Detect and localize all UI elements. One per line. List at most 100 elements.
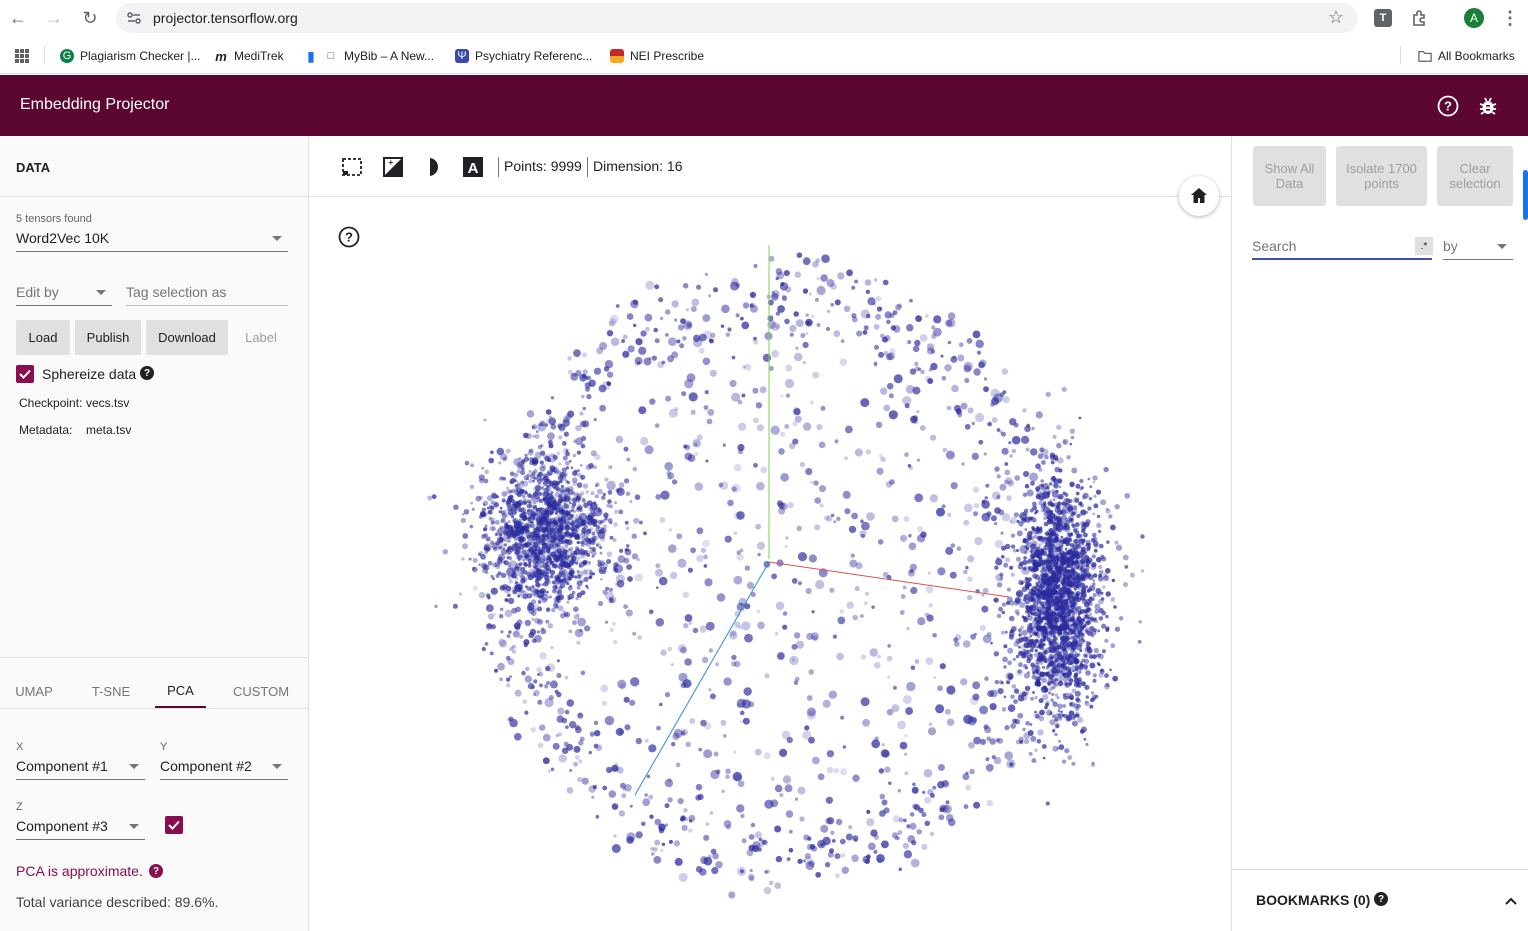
embedding-point[interactable] xyxy=(1030,662,1036,668)
embedding-point[interactable] xyxy=(531,513,536,518)
embedding-point[interactable] xyxy=(494,668,498,673)
embedding-point[interactable] xyxy=(562,472,568,478)
embedding-point[interactable] xyxy=(538,507,543,511)
embedding-point[interactable] xyxy=(522,480,529,487)
embedding-point[interactable] xyxy=(1034,649,1038,653)
embedding-point[interactable] xyxy=(612,622,616,626)
embedding-point[interactable] xyxy=(910,665,916,671)
embedding-point[interactable] xyxy=(653,327,658,333)
embedding-point[interactable] xyxy=(968,741,975,749)
embedding-point[interactable] xyxy=(738,422,747,431)
embedding-point[interactable] xyxy=(581,373,587,379)
embedding-point[interactable] xyxy=(748,834,755,840)
embedding-point[interactable] xyxy=(506,486,509,490)
embedding-point[interactable] xyxy=(909,812,915,817)
embedding-point[interactable] xyxy=(1094,603,1101,610)
embedding-point[interactable] xyxy=(509,480,514,485)
embedding-point[interactable] xyxy=(558,523,564,530)
embedding-point[interactable] xyxy=(1018,637,1024,643)
embedding-point[interactable] xyxy=(729,631,738,640)
embedding-point[interactable] xyxy=(535,526,539,530)
embedding-point[interactable] xyxy=(1072,639,1079,645)
embedding-point[interactable] xyxy=(549,521,553,525)
embedding-point[interactable] xyxy=(1084,627,1090,632)
embedding-point[interactable] xyxy=(498,556,503,561)
embedding-point[interactable] xyxy=(944,708,951,715)
embedding-point[interactable] xyxy=(942,447,948,453)
embedding-point[interactable] xyxy=(453,504,459,510)
embedding-point[interactable] xyxy=(515,500,522,508)
embedding-point[interactable] xyxy=(1034,511,1038,515)
embedding-point[interactable] xyxy=(565,496,572,503)
embedding-point[interactable] xyxy=(930,793,935,798)
embedding-point[interactable] xyxy=(965,784,971,791)
embedding-point[interactable] xyxy=(531,575,536,579)
embedding-point[interactable] xyxy=(1074,522,1080,527)
embedding-point[interactable] xyxy=(1066,659,1073,666)
embedding-point[interactable] xyxy=(546,479,552,484)
embedding-point[interactable] xyxy=(523,643,528,648)
embedding-point[interactable] xyxy=(780,473,789,482)
embedding-point[interactable] xyxy=(531,608,536,612)
embedding-point[interactable] xyxy=(682,336,687,341)
embedding-point[interactable] xyxy=(623,696,630,703)
embedding-point[interactable] xyxy=(865,313,871,319)
embedding-point[interactable] xyxy=(533,542,537,545)
embedding-point[interactable] xyxy=(648,744,657,753)
embedding-point[interactable] xyxy=(1047,568,1054,574)
embedding-point[interactable] xyxy=(600,568,603,572)
embedding-point[interactable] xyxy=(915,315,922,322)
embedding-point[interactable] xyxy=(1006,680,1010,685)
embedding-point[interactable] xyxy=(1057,713,1063,719)
embedding-point[interactable] xyxy=(553,536,558,541)
embedding-point[interactable] xyxy=(566,582,570,586)
embedding-point[interactable] xyxy=(887,352,895,361)
embedding-point[interactable] xyxy=(784,544,788,549)
embedding-point[interactable] xyxy=(530,553,534,557)
embedding-point[interactable] xyxy=(991,417,998,423)
embedding-point[interactable] xyxy=(1071,688,1077,694)
embedding-point[interactable] xyxy=(604,477,609,482)
embedding-point[interactable] xyxy=(688,392,698,402)
embedding-point[interactable] xyxy=(930,434,937,441)
embedding-point[interactable] xyxy=(698,347,705,354)
embedding-point[interactable] xyxy=(1038,715,1045,722)
embedding-point[interactable] xyxy=(1040,503,1046,509)
embedding-point[interactable] xyxy=(619,683,626,690)
embedding-point[interactable] xyxy=(513,472,519,478)
embedding-point[interactable] xyxy=(585,515,591,520)
embedding-point[interactable] xyxy=(668,839,673,844)
embedding-point[interactable] xyxy=(1039,601,1044,606)
embedding-point[interactable] xyxy=(986,631,992,637)
embedding-point[interactable] xyxy=(1063,538,1069,545)
embedding-point[interactable] xyxy=(1081,617,1086,622)
embedding-point[interactable] xyxy=(882,750,890,758)
embedding-point[interactable] xyxy=(946,405,952,411)
embedding-point[interactable] xyxy=(1041,577,1045,581)
embedding-point[interactable] xyxy=(1096,662,1100,665)
embedding-point[interactable] xyxy=(565,549,569,553)
embedding-point[interactable] xyxy=(577,617,586,627)
embedding-point[interactable] xyxy=(777,502,785,509)
pca-help-icon[interactable]: ? xyxy=(149,864,163,878)
embedding-point[interactable] xyxy=(709,338,714,344)
embedding-point[interactable] xyxy=(1027,535,1033,541)
embedding-point[interactable] xyxy=(1041,579,1047,585)
embedding-point[interactable] xyxy=(1065,666,1072,672)
embedding-point[interactable] xyxy=(986,736,992,742)
embedding-point[interactable] xyxy=(841,866,849,874)
embedding-point[interactable] xyxy=(1095,653,1100,658)
embedding-point[interactable] xyxy=(782,775,792,784)
embedding-point[interactable] xyxy=(520,488,525,494)
embedding-point[interactable] xyxy=(544,542,549,547)
embedding-point[interactable] xyxy=(860,533,866,539)
embedding-point[interactable] xyxy=(550,646,554,650)
embedding-point[interactable] xyxy=(832,634,838,639)
embedding-point[interactable] xyxy=(1051,693,1055,696)
embedding-point[interactable] xyxy=(1078,416,1082,420)
embedding-point[interactable] xyxy=(459,592,462,596)
embedding-point[interactable] xyxy=(906,824,911,829)
embedding-point[interactable] xyxy=(754,748,762,756)
embedding-point[interactable] xyxy=(1093,503,1099,509)
embedding-point[interactable] xyxy=(880,387,888,395)
